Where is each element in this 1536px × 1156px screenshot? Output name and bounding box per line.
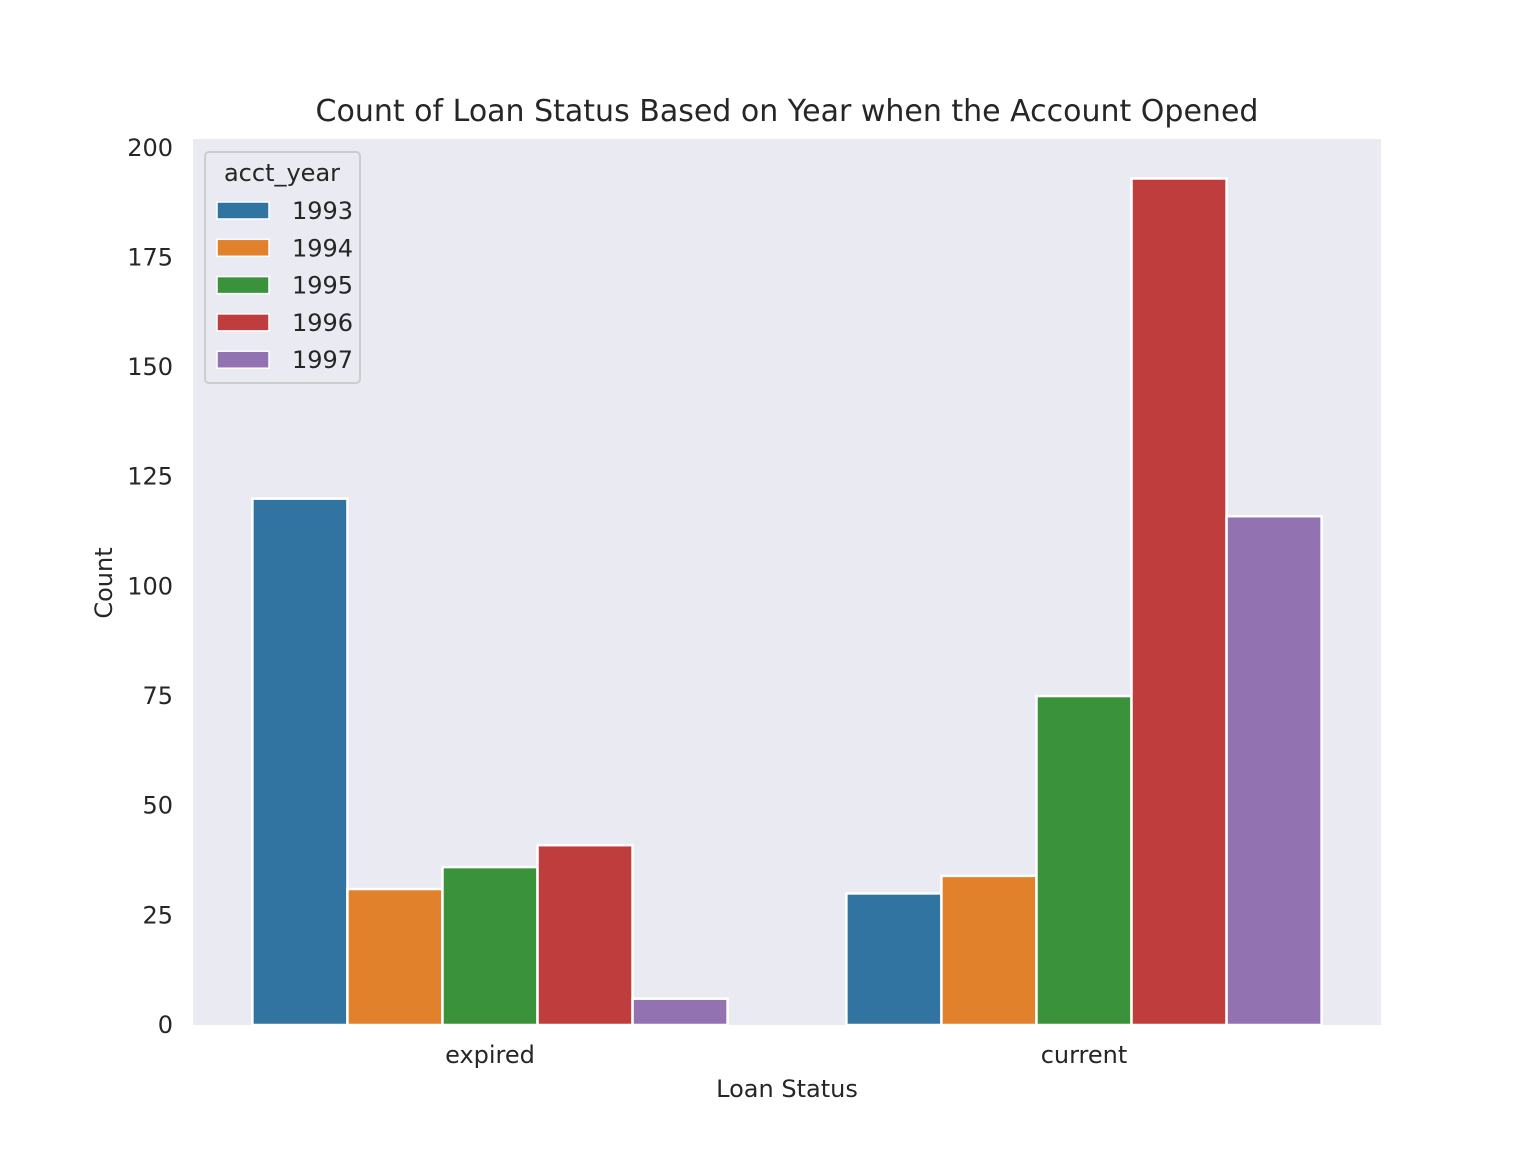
legend-label-1993: 1993 bbox=[292, 197, 353, 225]
y-axis-label: Count bbox=[90, 547, 118, 618]
bar-expired-1993 bbox=[251, 497, 349, 1027]
y-tick-label: 125 bbox=[127, 463, 173, 491]
y-tick-labels: 0 25 50 75 100 125 150 175 200 bbox=[127, 134, 173, 1039]
legend-swatch-1994 bbox=[216, 238, 270, 258]
bar-expired-1996 bbox=[536, 843, 634, 1027]
bars-group bbox=[251, 177, 1323, 1027]
y-tick-label: 0 bbox=[158, 1011, 173, 1039]
x-tick-labels: expired current bbox=[445, 1041, 1127, 1069]
legend-title: acct_year bbox=[224, 159, 340, 187]
y-tick-label: 50 bbox=[142, 792, 173, 820]
legend-swatch-1997 bbox=[216, 350, 270, 369]
y-tick-label: 100 bbox=[127, 572, 173, 600]
bar-current-1997 bbox=[1225, 514, 1323, 1027]
y-tick-label: 175 bbox=[127, 243, 173, 271]
bar-expired-1995 bbox=[441, 865, 539, 1027]
legend-label-1994: 1994 bbox=[292, 234, 353, 262]
y-tick-label: 75 bbox=[142, 682, 173, 710]
y-tick-label: 150 bbox=[127, 353, 173, 381]
bar-current-1993 bbox=[845, 892, 943, 1027]
legend: acct_year 1993 1994 1995 1996 1997 bbox=[204, 151, 361, 384]
bar-expired-1997 bbox=[631, 997, 729, 1027]
legend-swatch-1993 bbox=[216, 201, 270, 220]
legend-label-1997: 1997 bbox=[292, 346, 353, 374]
bar-current-1996 bbox=[1130, 177, 1228, 1027]
legend-swatch-1995 bbox=[216, 275, 270, 295]
x-axis-label: Loan Status bbox=[716, 1075, 858, 1103]
legend-items: 1993 1994 1995 1996 1997 bbox=[216, 197, 353, 374]
bar-current-1994 bbox=[940, 874, 1038, 1027]
legend-label-1995: 1995 bbox=[292, 272, 353, 300]
bar-current-1995 bbox=[1035, 694, 1133, 1027]
chart-title: Count of Loan Status Based on Year when … bbox=[316, 94, 1259, 129]
y-tick-label: 25 bbox=[142, 901, 173, 929]
legend-label-1996: 1996 bbox=[292, 309, 353, 337]
x-tick-label: expired bbox=[445, 1041, 535, 1069]
y-tick-label: 200 bbox=[127, 134, 173, 162]
bar-expired-1994 bbox=[346, 887, 444, 1027]
legend-swatch-1996 bbox=[216, 313, 270, 332]
x-tick-label: current bbox=[1041, 1041, 1128, 1069]
